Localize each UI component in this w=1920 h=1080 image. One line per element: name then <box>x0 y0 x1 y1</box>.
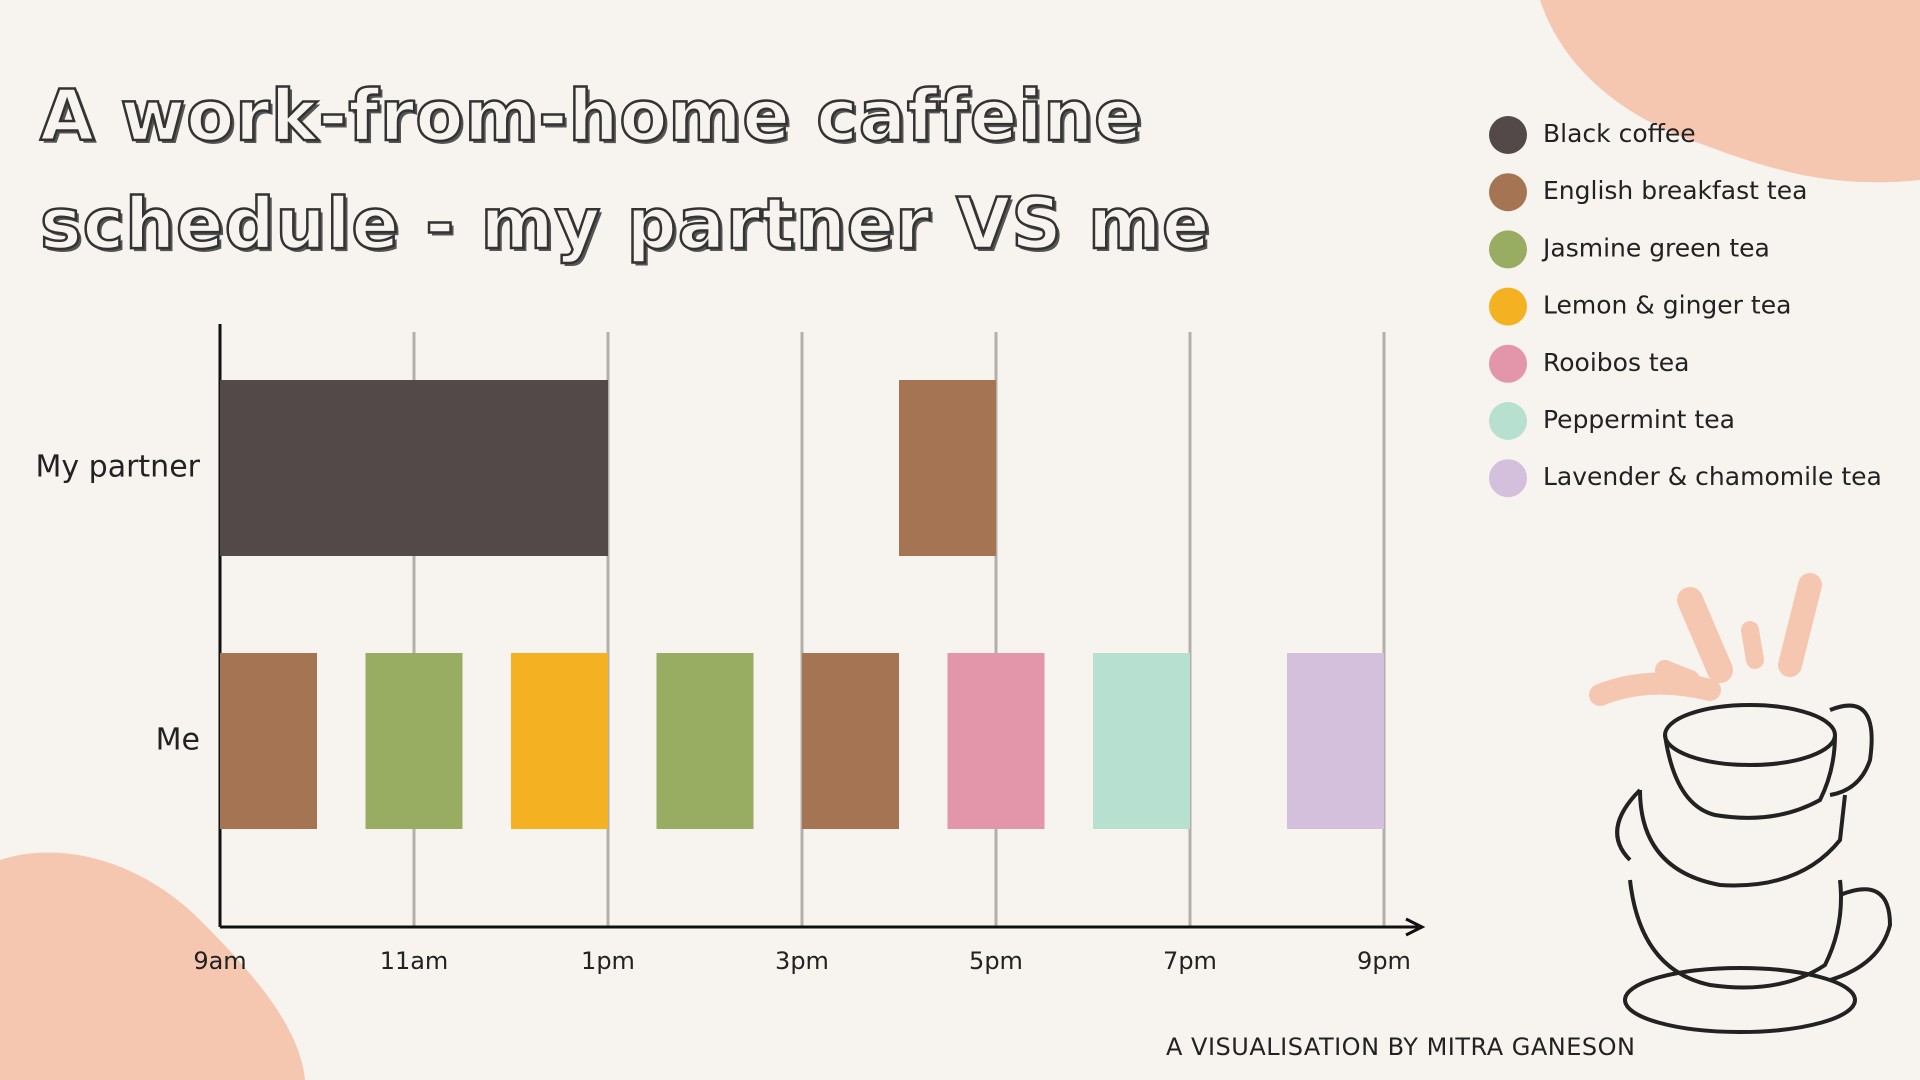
legend-label: Rooibos tea <box>1543 348 1689 377</box>
footer: A VISUALISATION BY MITRA GANESON <box>1166 1033 1636 1061</box>
legend-marker <box>1489 402 1527 440</box>
bar <box>656 653 754 829</box>
bar <box>947 653 1045 829</box>
legend-marker <box>1489 287 1527 326</box>
legend-marker <box>1489 116 1527 154</box>
decor-blob <box>0 852 305 1080</box>
bar <box>365 653 463 829</box>
legend-label: Jasmine green tea <box>1541 233 1770 262</box>
bar <box>220 380 608 556</box>
legend-label: Lemon & ginger tea <box>1543 291 1791 320</box>
bar <box>899 380 996 556</box>
legend-label: Peppermint tea <box>1543 405 1735 434</box>
x-tick-label: 5pm <box>969 947 1023 975</box>
legend-marker <box>1489 344 1527 383</box>
decor-blob <box>1540 0 1920 183</box>
legend-label: English breakfast tea <box>1543 176 1807 205</box>
legend-marker <box>1489 230 1527 269</box>
chart-title: A work-from-home caffeine schedule - my … <box>39 74 1211 267</box>
bar <box>1287 653 1384 829</box>
bar <box>220 653 317 829</box>
legend-label: Lavender & chamomile tea <box>1543 462 1882 491</box>
legend-marker <box>1489 459 1527 498</box>
x-tick-label: 9am <box>193 947 246 975</box>
x-tick-label: 1pm <box>581 947 635 975</box>
cup-illustration <box>1589 573 1893 1034</box>
x-tick-label: 11am <box>380 947 449 975</box>
legend-marker <box>1489 173 1527 212</box>
x-tick-label: 7pm <box>1163 947 1217 975</box>
x-tick-label: 9pm <box>1357 947 1411 975</box>
bar <box>802 653 899 829</box>
bar <box>1093 653 1190 829</box>
axis-arrow <box>1405 917 1426 937</box>
legend-label: Black coffee <box>1543 119 1696 148</box>
y-tick-label: My partner <box>35 450 200 485</box>
bar <box>511 653 608 829</box>
x-tick-label: 3pm <box>775 947 829 975</box>
y-tick-label: Me <box>156 723 200 758</box>
